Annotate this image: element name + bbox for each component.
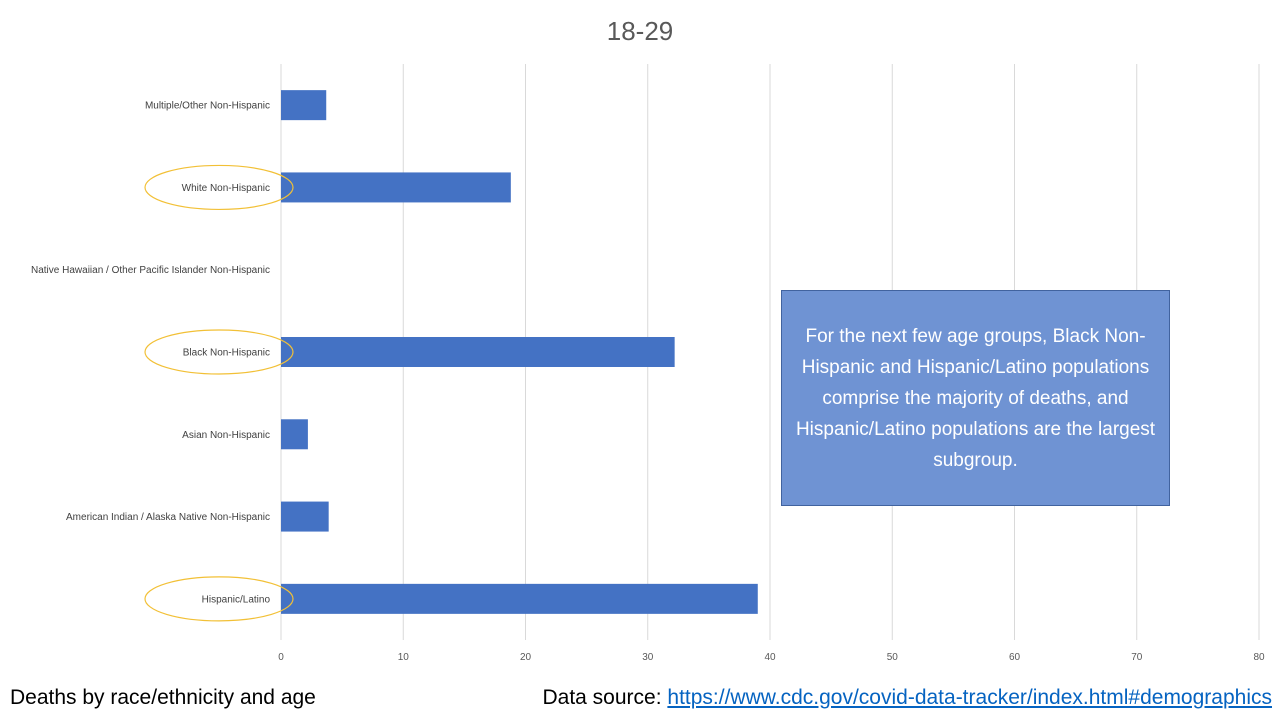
x-tick-labels: 0 10 20 30 40 50 60 70 80 xyxy=(278,652,1265,663)
bar xyxy=(281,501,329,532)
bar xyxy=(281,419,308,450)
x-tick-label: 50 xyxy=(887,652,899,663)
category-label: Native Hawaiian / Other Pacific Islander… xyxy=(31,265,270,276)
category-label: White Non-Hispanic xyxy=(182,183,270,194)
data-source-label: Data source: xyxy=(542,686,662,709)
annotation-text: For the next few age groups, Black Non-H… xyxy=(795,325,1156,471)
annotation-callout: For the next few age groups, Black Non-H… xyxy=(781,290,1170,506)
x-tick-label: 60 xyxy=(1009,652,1021,663)
x-tick-label: 40 xyxy=(764,652,776,663)
category-label: Asian Non-Hispanic xyxy=(182,430,270,441)
category-labels: Multiple/Other Non-Hispanic White Non-His… xyxy=(31,101,270,606)
chart-title: 18-29 xyxy=(607,16,674,46)
x-tick-label: 70 xyxy=(1131,652,1143,663)
bar xyxy=(281,583,758,614)
category-label: American Indian / Alaska Native Non-Hisp… xyxy=(66,512,270,523)
data-source: Data source: https://www.cdc.gov/covid-d… xyxy=(542,686,1272,710)
bars xyxy=(281,90,758,614)
bar xyxy=(281,172,511,203)
x-tick-label: 10 xyxy=(398,652,410,663)
highlight-ellipse xyxy=(144,329,294,375)
x-tick-label: 80 xyxy=(1253,652,1265,663)
data-source-link[interactable]: https://www.cdc.gov/covid-data-tracker/i… xyxy=(667,686,1272,709)
bar xyxy=(281,90,327,121)
footer-caption: Deaths by race/ethnicity and age xyxy=(10,686,316,709)
highlight-ellipses xyxy=(144,164,294,622)
category-label: Black Non-Hispanic xyxy=(183,348,270,359)
x-tick-label: 30 xyxy=(642,652,654,663)
category-label: Hispanic/Latino xyxy=(202,594,271,605)
highlight-ellipse xyxy=(144,576,294,622)
bar xyxy=(281,337,675,367)
category-label: Multiple/Other Non-Hispanic xyxy=(145,101,270,112)
x-tick-label: 20 xyxy=(520,652,532,663)
x-tick-label: 0 xyxy=(278,652,284,663)
highlight-ellipse xyxy=(144,164,294,211)
